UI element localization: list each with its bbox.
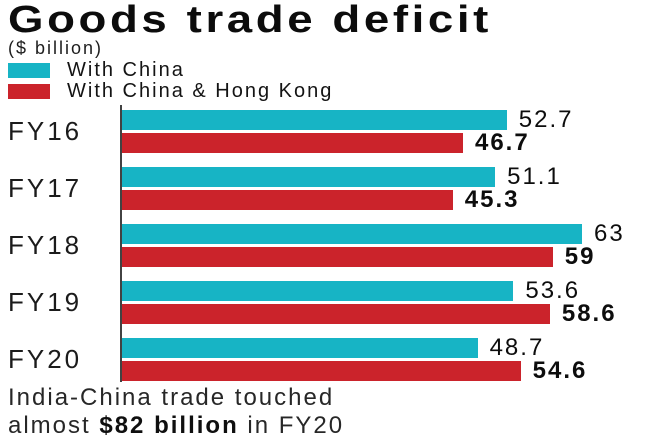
chart-row-fy16: FY16 52.7 46.7 [8, 106, 660, 156]
footnote-text: almost [8, 412, 100, 439]
category-label: FY17 [8, 173, 83, 203]
footnote-highlight: $82 billion [99, 412, 239, 439]
bar-line: 63 [122, 220, 625, 247]
bar-with-china-hong-kong [122, 133, 463, 153]
chart-row-fy19: FY19 53.6 58.6 [8, 277, 660, 327]
category-label: FY18 [8, 230, 83, 260]
bar-line: 52.7 [122, 106, 574, 133]
bar-line: 46.7 [122, 129, 574, 156]
bar-with-china [122, 110, 507, 130]
bar-line: 59 [122, 243, 625, 270]
bar-pair: 48.7 54.6 [122, 334, 587, 384]
bar-chart: FY16 52.7 46.7 FY17 51.1 45.3 FY18 63 59 FY19 53.6… [8, 105, 660, 384]
bar-with-china [122, 338, 478, 358]
bar-line: 51.1 [122, 163, 562, 190]
bar-pair: 63 59 [122, 220, 625, 270]
value-label: 54.6 [532, 357, 588, 384]
value-label: 45.3 [464, 186, 520, 213]
red-swatch-icon [8, 84, 50, 99]
value-label: 58.6 [561, 300, 617, 327]
bar-with-china-hong-kong [122, 304, 550, 324]
legend-label: With China & Hong Kong [67, 80, 334, 102]
value-label: 51.1 [507, 163, 562, 190]
value-label: 53.6 [525, 277, 581, 304]
footnote-text: in FY20 [238, 412, 345, 439]
legend-item-with-china-hong-kong: With China & Hong Kong [8, 80, 660, 102]
category-label: FY16 [8, 116, 83, 146]
bar-line: 45.3 [122, 186, 562, 213]
chart-units-subtitle: ($ billion) [8, 38, 104, 58]
chart-row-fy18: FY18 63 59 [8, 220, 660, 270]
bar-line: 58.6 [122, 300, 617, 327]
bar-with-china-hong-kong [122, 247, 553, 267]
value-label: 48.7 [489, 334, 545, 361]
chart-row-fy20: FY20 48.7 54.6 [8, 334, 660, 384]
footnote-line-1: India-China trade touched [8, 384, 335, 411]
legend-label: With China [67, 59, 185, 81]
bar-with-china [122, 281, 514, 301]
legend-item-with-china: With China [8, 59, 660, 81]
value-label: 59 [564, 243, 596, 270]
page-title: Goods trade deficit [8, 0, 492, 41]
bar-with-china [122, 167, 496, 187]
bar-with-china [122, 224, 582, 244]
bar-pair: 52.7 46.7 [122, 106, 574, 156]
category-label: FY19 [8, 287, 83, 317]
chart-row-fy17: FY17 51.1 45.3 [8, 163, 660, 213]
value-label: 52.7 [518, 106, 574, 133]
bar-with-china-hong-kong [122, 190, 453, 210]
y-axis-line [120, 105, 122, 382]
bar-line: 53.6 [122, 277, 617, 304]
chart-legend: With China With China & Hong Kong [8, 59, 660, 102]
bar-pair: 51.1 45.3 [122, 163, 562, 213]
category-label: FY20 [8, 344, 83, 374]
bar-with-china-hong-kong [122, 361, 521, 381]
cyan-swatch-icon [8, 63, 50, 78]
bar-pair: 53.6 58.6 [122, 277, 617, 327]
bar-line: 54.6 [122, 357, 587, 384]
value-label: 46.7 [474, 129, 530, 156]
footnote-line-2: almost $82 billion in FY20 [8, 412, 660, 439]
value-label: 63 [594, 220, 625, 247]
bar-line: 48.7 [122, 334, 587, 361]
